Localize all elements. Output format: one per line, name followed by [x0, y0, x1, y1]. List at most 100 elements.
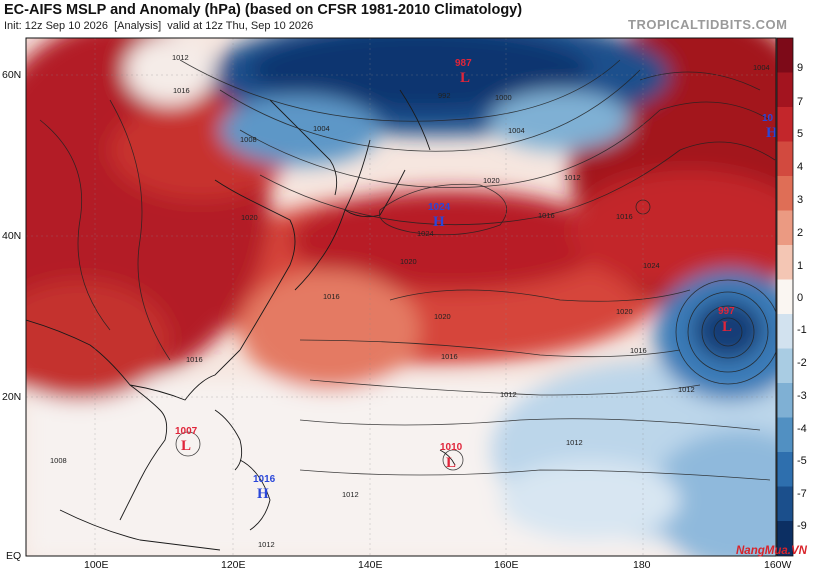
colorbar-segment	[777, 486, 793, 521]
isobar-label: 1004	[508, 126, 525, 135]
isobar-label: 1012	[566, 438, 583, 447]
analysis-tag: [Analysis]	[114, 20, 162, 32]
colorbar-label: 2	[797, 227, 804, 239]
isobar-label: 1012	[678, 385, 695, 394]
colorbar-segment	[777, 383, 793, 418]
colorbar-label: 9	[797, 62, 804, 74]
watermark-logo: NangMua.VN	[736, 545, 807, 557]
colorbar-label: -1	[797, 324, 807, 336]
svg-text:1024: 1024	[428, 202, 451, 213]
isobar-label: 1008	[50, 456, 67, 465]
lat-label: EQ	[6, 550, 22, 562]
lat-label: 60N	[2, 69, 22, 81]
isobar-label: 1016	[173, 86, 190, 95]
isobar-label: 1016	[538, 211, 555, 220]
svg-text:H: H	[433, 214, 445, 230]
colorbar-segment	[777, 348, 793, 383]
colorbar-segment	[777, 72, 793, 107]
colorbar-label: -7	[797, 488, 807, 500]
isobar-label: 1016	[186, 355, 203, 364]
coastlines	[26, 89, 456, 551]
colorbar-label: -5	[797, 455, 807, 467]
isobar-label: 1012	[258, 540, 275, 549]
colorbar-label: 1	[797, 260, 804, 272]
colorbar-segment	[777, 141, 793, 176]
isobar-labels: 1012 1016 1008 1004 992 1004 1000 1012 1…	[50, 53, 770, 549]
isobar-label: 1020	[483, 176, 500, 185]
svg-text:L: L	[181, 438, 191, 454]
lat-label: 20N	[2, 391, 22, 403]
chart-title: EC-AIFS MSLP and Anomaly (hPa) (based on…	[4, 2, 523, 18]
lon-label: 100E	[84, 559, 109, 571]
isobar-label: 1016	[616, 212, 633, 221]
low-center-987: 987 L	[455, 58, 472, 86]
lat-label: 40N	[2, 230, 22, 242]
pressure-centers: 987 L 1024 H 10 H 997 L 1007 L 1010 L	[175, 58, 778, 502]
isobar-label: 1012	[500, 390, 517, 399]
colorbar-segment	[777, 38, 793, 73]
svg-text:1007: 1007	[175, 426, 198, 437]
svg-text:997: 997	[718, 306, 735, 317]
isobar-label: 1012	[342, 490, 359, 499]
valid-time: valid at 12z Thu, Sep 10 2026	[167, 20, 314, 32]
svg-text:L: L	[460, 70, 470, 86]
colorbar-segment	[777, 417, 793, 452]
run-info: Init: 12z Sep 10 2026 [Analysis] valid a…	[4, 19, 522, 33]
lon-label: 120E	[221, 559, 246, 571]
isobar-label: 1016	[441, 352, 458, 361]
lon-label: 180	[633, 559, 651, 571]
colorbar-segment	[777, 314, 793, 349]
low-center-997: 997 L	[718, 306, 735, 335]
colorbar-label: 5	[797, 128, 804, 140]
isobar-label: 1020	[616, 307, 633, 316]
isobar-label: 1000	[495, 93, 512, 102]
high-center-edge: 10 H	[762, 113, 778, 141]
lon-label: 140E	[358, 559, 383, 571]
isobar-label: 1004	[313, 124, 330, 133]
isobar-label: 1024	[417, 229, 434, 238]
anomaly-field: 1012 1016 1008 1004 992 1004 1000 1012 1…	[26, 38, 778, 556]
colorbar-label: -3	[797, 390, 807, 402]
colorbar	[776, 37, 794, 557]
colorbar-segment	[777, 452, 793, 487]
lon-label: 160W	[764, 559, 792, 571]
isobar-label: 1016	[323, 292, 340, 301]
init-time: Init: 12z Sep 10 2026	[4, 20, 108, 32]
low-center-1010: 1010 L	[440, 442, 463, 471]
svg-text:1010: 1010	[440, 442, 463, 453]
svg-text:H: H	[257, 486, 269, 502]
map-frame	[25, 37, 777, 557]
isobar-label: 1012	[172, 53, 189, 62]
colorbar-label: 7	[797, 96, 804, 108]
isobar-label: 1024	[643, 261, 660, 270]
svg-text:987: 987	[455, 58, 472, 69]
colorbar-segment	[777, 521, 793, 556]
svg-text:L: L	[446, 455, 456, 471]
colorbar-segment	[777, 210, 793, 245]
isobar-label: 1020	[241, 213, 258, 222]
colorbar-label: 3	[797, 194, 804, 206]
colorbar-segment	[777, 107, 793, 142]
colorbar-label: -2	[797, 357, 807, 369]
isobar-label: 1008	[240, 135, 257, 144]
isobar-label: 1016	[630, 346, 647, 355]
svg-text:H: H	[766, 125, 778, 141]
isobar-label: 1012	[564, 173, 581, 182]
isobar-label: 1020	[400, 257, 417, 266]
isobar-label: 1004	[753, 63, 770, 72]
high-center-1024: 1024 H	[428, 202, 451, 230]
colorbar-label: -9	[797, 520, 807, 532]
header: EC-AIFS MSLP and Anomaly (hPa) (based on…	[4, 2, 522, 33]
colorbar-segment	[777, 279, 793, 314]
low-center-1007: 1007 L	[175, 426, 198, 454]
brand-label: TROPICALTIDBITS.COM	[628, 17, 788, 32]
isobar-label: 1020	[434, 312, 451, 321]
isobars	[39, 59, 776, 481]
colorbar-segment	[777, 176, 793, 211]
svg-text:10: 10	[762, 113, 774, 124]
colorbar-label: 4	[797, 161, 804, 173]
colorbar-label: -4	[797, 423, 807, 435]
isobar-label: 992	[438, 91, 451, 100]
svg-text:L: L	[722, 319, 732, 335]
